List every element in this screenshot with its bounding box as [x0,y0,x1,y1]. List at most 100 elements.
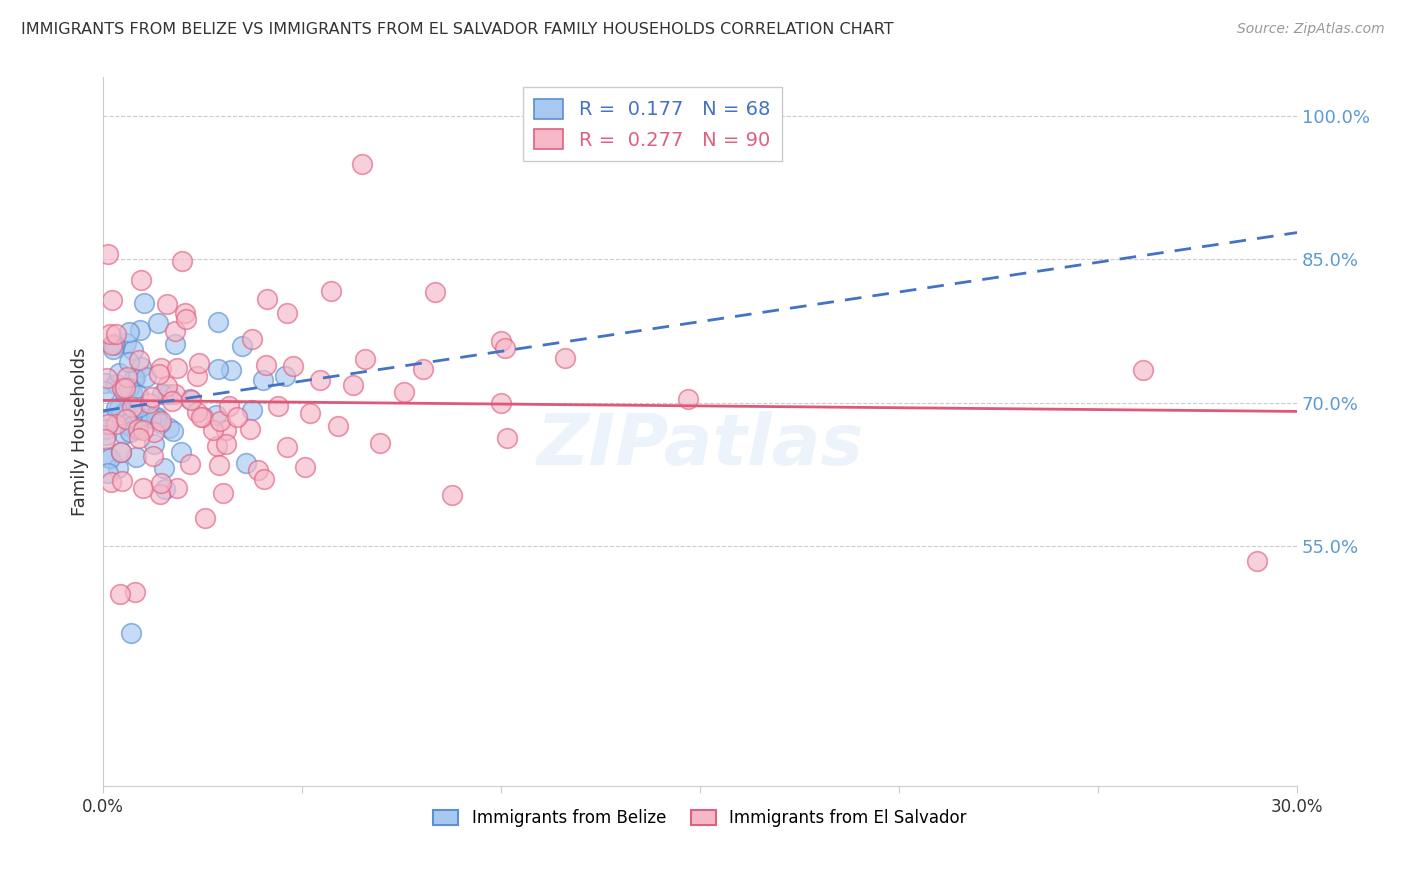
Point [121,413,143,427]
Point [207,315,229,329]
Point [105,327,128,342]
Point [114,379,136,393]
Point [108,401,131,416]
Point [110,445,132,459]
Point [120,420,142,434]
Point [128,410,150,425]
Point [205,408,228,422]
Point [218,399,240,413]
Point [160,394,183,409]
Point [190,409,212,424]
Point [121,418,143,433]
Point [209,414,232,428]
Point [127,422,149,436]
Point [107,461,129,475]
Point [124,584,146,599]
Point [489,334,512,349]
Point [120,625,142,640]
Point [205,439,228,453]
Point [122,343,145,357]
Point [153,461,176,475]
Point [202,423,225,437]
Point [186,368,208,383]
Point [94,376,117,390]
Point [342,377,364,392]
Point [554,351,576,365]
Point [180,393,202,408]
Point [129,273,152,287]
Point [256,292,278,306]
Point [110,409,132,423]
Point [129,359,152,374]
Point [319,284,342,298]
Point [170,445,193,459]
Point [247,463,270,477]
Point [118,325,141,339]
Point [179,392,201,406]
Point [165,324,187,338]
Point [127,387,149,401]
Point [354,351,377,366]
Point [96,450,118,465]
Point [117,382,139,396]
Point [131,481,153,495]
Point [163,387,186,401]
Point [96,414,118,428]
Point [215,423,238,437]
Point [191,410,214,425]
Point [156,378,179,392]
Point [128,401,150,415]
Point [129,323,152,337]
Point [194,511,217,525]
Point [308,373,330,387]
Text: IMMIGRANTS FROM BELIZE VS IMMIGRANTS FROM EL SALVADOR FAMILY HOUSEHOLDS CORRELAT: IMMIGRANTS FROM BELIZE VS IMMIGRANTS FRO… [21,22,894,37]
Point [150,414,173,428]
Point [274,368,297,383]
Point [145,410,167,425]
Point [96,370,118,384]
Point [166,360,188,375]
Point [166,481,188,495]
Point [253,472,276,486]
Point [179,457,201,471]
Point [207,458,229,472]
Point [104,401,127,415]
Point [156,297,179,311]
Point [676,392,699,407]
Point [276,306,298,320]
Point [153,483,176,497]
Point [174,306,197,320]
Point [115,335,138,350]
Point [299,406,322,420]
Point [97,417,120,431]
Point [495,431,517,445]
Point [141,411,163,425]
Point [266,399,288,413]
Point [252,373,274,387]
Point [149,475,172,490]
Point [108,587,131,601]
Text: ZIPatlas: ZIPatlas [537,411,863,480]
Point [174,312,197,326]
Point [97,247,120,261]
Point [148,367,170,381]
Point [118,425,141,439]
Point [239,422,262,436]
Point [165,337,187,351]
Point [368,435,391,450]
Point [149,361,172,376]
Point [94,427,117,442]
Point [212,486,235,500]
Point [117,370,139,384]
Point [101,343,124,357]
Point [98,450,121,465]
Point [392,384,415,399]
Point [107,367,129,381]
Point [132,424,155,438]
Point [114,387,136,401]
Point [136,408,159,422]
Legend: Immigrants from Belize, Immigrants from El Salvador: Immigrants from Belize, Immigrants from … [426,803,973,834]
Point [440,488,463,502]
Point [186,405,208,419]
Point [240,333,263,347]
